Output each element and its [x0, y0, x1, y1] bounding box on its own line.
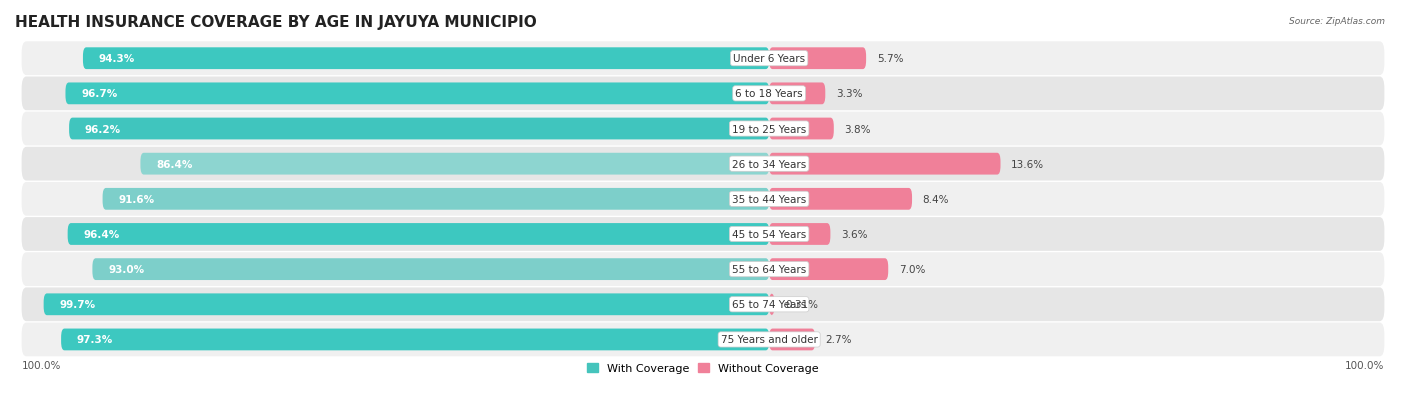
Legend: With Coverage, Without Coverage: With Coverage, Without Coverage: [582, 358, 824, 378]
FancyBboxPatch shape: [21, 183, 1385, 216]
Text: 96.4%: 96.4%: [83, 230, 120, 240]
FancyBboxPatch shape: [21, 42, 1385, 76]
Text: 91.6%: 91.6%: [118, 195, 155, 204]
FancyBboxPatch shape: [769, 188, 912, 210]
Text: 2.7%: 2.7%: [825, 335, 852, 344]
Text: 75 Years and older: 75 Years and older: [721, 335, 818, 344]
Text: Source: ZipAtlas.com: Source: ZipAtlas.com: [1289, 17, 1385, 26]
Text: 3.6%: 3.6%: [841, 230, 868, 240]
Text: 100.0%: 100.0%: [21, 360, 60, 370]
FancyBboxPatch shape: [769, 83, 825, 105]
Text: 3.8%: 3.8%: [845, 124, 870, 134]
Text: 35 to 44 Years: 35 to 44 Years: [733, 195, 806, 204]
FancyBboxPatch shape: [769, 119, 834, 140]
FancyBboxPatch shape: [21, 147, 1385, 181]
Text: 0.31%: 0.31%: [785, 299, 818, 309]
FancyBboxPatch shape: [21, 323, 1385, 356]
Text: 8.4%: 8.4%: [922, 195, 949, 204]
Text: 13.6%: 13.6%: [1011, 159, 1045, 169]
Text: 94.3%: 94.3%: [98, 54, 135, 64]
Text: 5.7%: 5.7%: [877, 54, 903, 64]
FancyBboxPatch shape: [21, 77, 1385, 111]
FancyBboxPatch shape: [93, 259, 769, 280]
Text: 45 to 54 Years: 45 to 54 Years: [733, 230, 806, 240]
FancyBboxPatch shape: [21, 112, 1385, 146]
Text: 96.7%: 96.7%: [82, 89, 118, 99]
FancyBboxPatch shape: [769, 153, 1001, 175]
FancyBboxPatch shape: [21, 288, 1385, 321]
FancyBboxPatch shape: [60, 329, 769, 351]
FancyBboxPatch shape: [21, 253, 1385, 286]
Text: 6 to 18 Years: 6 to 18 Years: [735, 89, 803, 99]
FancyBboxPatch shape: [103, 188, 769, 210]
FancyBboxPatch shape: [44, 294, 769, 316]
FancyBboxPatch shape: [769, 294, 775, 316]
Text: 86.4%: 86.4%: [156, 159, 193, 169]
FancyBboxPatch shape: [83, 48, 769, 70]
Text: 26 to 34 Years: 26 to 34 Years: [733, 159, 806, 169]
Text: 97.3%: 97.3%: [77, 335, 114, 344]
FancyBboxPatch shape: [69, 119, 769, 140]
Text: Under 6 Years: Under 6 Years: [733, 54, 806, 64]
FancyBboxPatch shape: [769, 48, 866, 70]
Text: 65 to 74 Years: 65 to 74 Years: [733, 299, 806, 309]
FancyBboxPatch shape: [21, 218, 1385, 251]
Text: 7.0%: 7.0%: [898, 264, 925, 275]
Text: 93.0%: 93.0%: [108, 264, 145, 275]
FancyBboxPatch shape: [769, 329, 815, 351]
Text: 99.7%: 99.7%: [59, 299, 96, 309]
Text: 3.3%: 3.3%: [837, 89, 862, 99]
Text: 100.0%: 100.0%: [1346, 360, 1385, 370]
FancyBboxPatch shape: [66, 83, 769, 105]
Text: HEALTH INSURANCE COVERAGE BY AGE IN JAYUYA MUNICIPIO: HEALTH INSURANCE COVERAGE BY AGE IN JAYU…: [15, 15, 537, 30]
Text: 96.2%: 96.2%: [84, 124, 121, 134]
FancyBboxPatch shape: [769, 259, 889, 280]
FancyBboxPatch shape: [141, 153, 769, 175]
Text: 19 to 25 Years: 19 to 25 Years: [733, 124, 806, 134]
FancyBboxPatch shape: [769, 223, 831, 245]
FancyBboxPatch shape: [67, 223, 769, 245]
Text: 55 to 64 Years: 55 to 64 Years: [733, 264, 806, 275]
